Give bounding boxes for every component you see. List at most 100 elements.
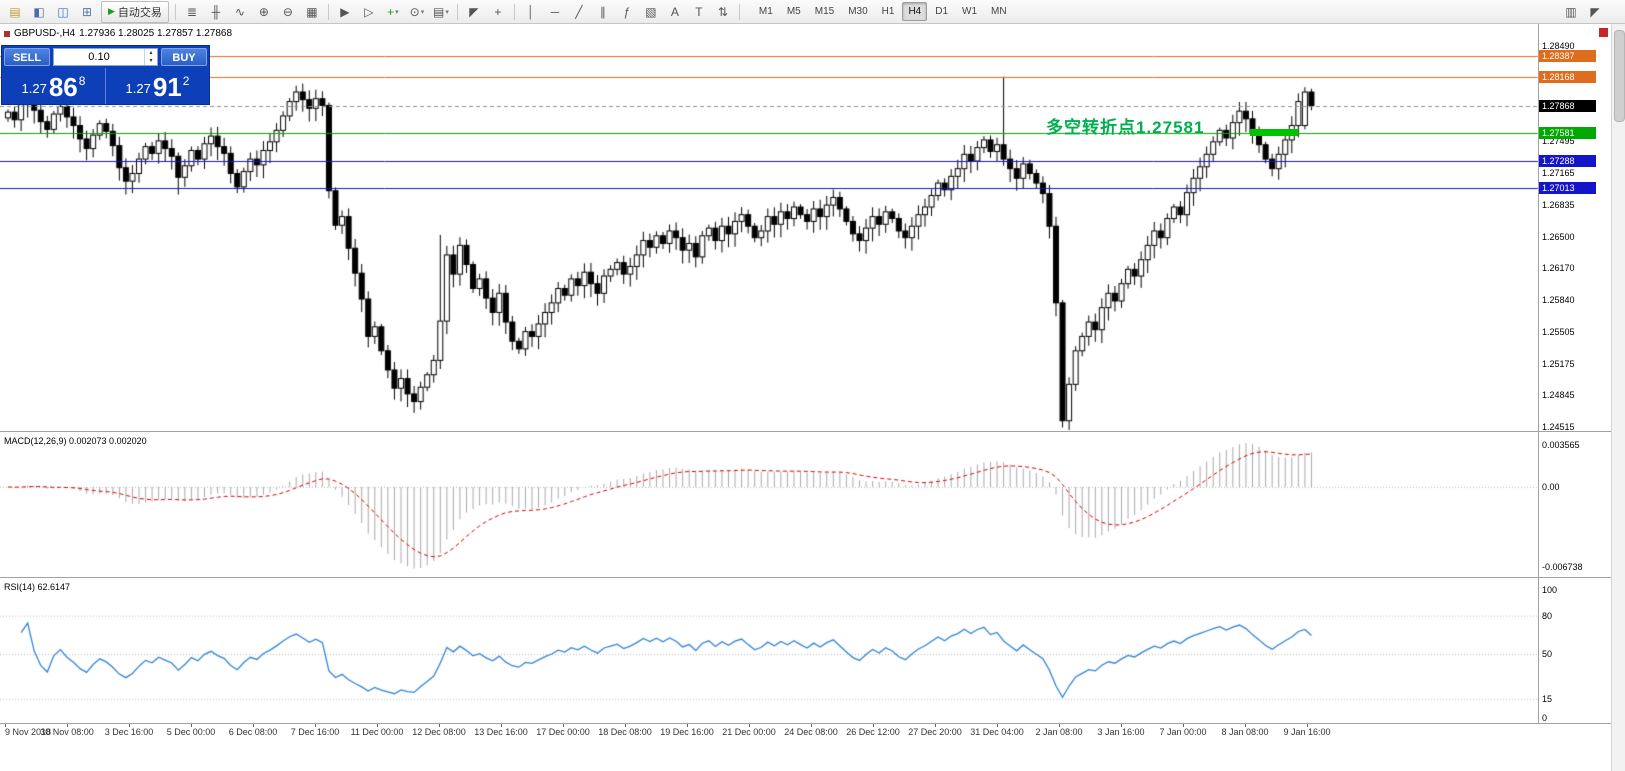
toolbar-separator [738, 3, 740, 20]
date-tick [997, 723, 998, 727]
auto-trading-button[interactable]: ▶ 自动交易 [101, 0, 169, 23]
timeframe-h4-button[interactable]: H4 [902, 2, 928, 21]
label-icon[interactable]: T [695, 4, 703, 19]
symbol-ohlc-label: GBPUSD-,H4 1.27936 1.28025 1.27857 1.278… [4, 28, 232, 39]
profiles-icon[interactable]: ◫ [57, 4, 69, 19]
new-chart-icon[interactable]: + ▾ [387, 4, 399, 19]
horizontal-line-icon[interactable]: ─ [550, 4, 560, 19]
chart-annotation-text[interactable]: 多空转折点1.27581 [1046, 118, 1205, 138]
date-tick [1245, 723, 1246, 727]
timeframe-switcher: M1 M5 M15 M30 H1 H4 D1 W1 MN [752, 2, 1014, 21]
date-label: 27 Dec 20:00 [908, 727, 962, 737]
shapes-icon[interactable]: ▧ [645, 4, 657, 19]
text-icon[interactable]: A [670, 4, 679, 19]
new-order-icon[interactable]: ▤ [9, 4, 21, 19]
timeframe-w1-button[interactable]: W1 [962, 6, 978, 17]
date-tick [687, 723, 688, 727]
date-label: 8 Jan 08:00 [1221, 727, 1269, 737]
channel-icon[interactable]: ∥ [599, 4, 606, 19]
play-icon: ▶ [108, 6, 115, 16]
date-label: 24 Dec 08:00 [784, 727, 838, 737]
chart-shift-icon[interactable]: ▷ [364, 4, 374, 19]
crosshair-icon[interactable]: + [494, 4, 502, 19]
price-tick-label: 1.25175 [1542, 358, 1575, 369]
tile-windows-icon[interactable]: ▦ [306, 4, 318, 19]
volume-input[interactable]: 0.10 ▴ ▾ [53, 48, 158, 66]
vertical-line-icon[interactable]: │ [527, 4, 535, 19]
rsi-tick-label: 100 [1542, 585, 1558, 595]
date-label: 7 Dec 16:00 [290, 727, 340, 737]
date-label: 7 Jan 00:00 [1159, 727, 1207, 737]
price-level-badge: 1.28387 [1539, 50, 1596, 62]
pointer-mode-icon[interactable]: ◤ [1590, 5, 1600, 19]
volume-down-button[interactable]: ▾ [149, 58, 153, 64]
date-label: 13 Dec 16:00 [474, 727, 528, 737]
date-label: 9 Nov 2018 [5, 727, 52, 737]
price-axis-border [1538, 24, 1539, 723]
timeframe-d1-button[interactable]: D1 [935, 6, 949, 17]
toolbar-separator [456, 3, 458, 20]
one-click-trading-panel: SELL 0.10 ▴ ▾ BUY 1.27 86 8 1.27 91 2 [1, 45, 210, 105]
symbol-ohlc-values: 1.27936 1.28025 1.27857 1.27868 [79, 28, 233, 39]
zoom-out-icon[interactable]: ⊖ [282, 4, 293, 19]
zoom-in-icon[interactable]: ⊕ [258, 4, 269, 19]
one-click-price-row: 1.27 86 8 1.27 91 2 [2, 68, 209, 104]
timeframe-m30-button[interactable]: M30 [848, 6, 868, 17]
templates-icon[interactable]: ▤ ▾ [432, 4, 449, 19]
dropdown-arrow-icon[interactable]: ▾ [420, 8, 425, 16]
data-window-icon[interactable]: ⊞ [81, 4, 93, 19]
highlight-rectangle[interactable] [1250, 129, 1298, 137]
vertical-scrollbar[interactable] [1611, 24, 1625, 771]
chart-window-icon[interactable]: ◧ [33, 4, 45, 19]
buy-price-button[interactable]: 1.27 91 2 [105, 68, 209, 104]
scrollbar-thumb[interactable] [1614, 30, 1625, 122]
date-tick [377, 723, 378, 727]
timeframe-m5-button[interactable]: M5 [786, 6, 801, 17]
price-tick-label: 1.26835 [1542, 199, 1575, 210]
macd-tick-label: 0.00 [1542, 482, 1560, 492]
date-tick [253, 723, 254, 727]
trendline-icon[interactable]: ╱ [575, 4, 583, 19]
period-selector-icon[interactable]: ⊙ ▾ [409, 4, 425, 19]
dropdown-arrow-icon[interactable]: ▾ [445, 8, 449, 16]
cursor-icon[interactable]: ◤ [469, 4, 479, 19]
date-label: 30 Nov 08:00 [40, 727, 94, 737]
date-label: 12 Dec 08:00 [412, 727, 466, 737]
panel-separator-rsi[interactable] [0, 577, 1611, 578]
timeframe-mn-button[interactable]: MN [991, 6, 1007, 17]
volume-up-button[interactable]: ▴ [149, 50, 153, 56]
time-axis-separator [0, 723, 1611, 724]
timeframe-m15-button[interactable]: M15 [814, 6, 835, 17]
toolbar-separator [327, 3, 329, 20]
sell-price-big: 86 [48, 72, 78, 102]
volume-spinner: ▴ ▾ [144, 49, 157, 65]
date-label: 3 Jan 16:00 [1097, 727, 1145, 737]
date-tick [749, 723, 750, 727]
timeframe-h1-button[interactable]: H1 [881, 6, 895, 17]
bar-chart-icon[interactable]: ≣ [186, 4, 197, 19]
auto-scroll-icon[interactable]: ▶ [340, 4, 350, 19]
date-tick [439, 723, 440, 727]
sell-price-button[interactable]: 1.27 86 8 [2, 68, 105, 104]
sell-button[interactable]: SELL [4, 48, 50, 66]
date-tick [191, 723, 192, 727]
panel-separator-macd[interactable] [0, 431, 1611, 432]
candlestick-chart-icon[interactable]: ╫ [211, 4, 221, 19]
chart-list-icon[interactable]: ▥ [1565, 5, 1577, 19]
dropdown-arrow-icon[interactable]: ▾ [395, 8, 399, 16]
date-tick [315, 723, 316, 727]
date-label: 9 Jan 16:00 [1283, 727, 1331, 737]
fibonacci-icon[interactable]: ƒ [623, 4, 631, 19]
line-chart-icon[interactable]: ∿ [234, 4, 245, 19]
date-label: 5 Dec 00:00 [166, 727, 216, 737]
buy-button[interactable]: BUY [161, 48, 207, 66]
rsi-indicator-label: RSI(14) 62.6147 [4, 582, 71, 592]
price-tick-label: 1.27165 [1542, 168, 1575, 178]
arrow-tools-icon[interactable]: ⇅ [717, 4, 728, 19]
volume-value[interactable]: 0.10 [88, 51, 110, 63]
buy-price-big: 91 [152, 72, 182, 102]
timeframe-m1-button[interactable]: M1 [758, 6, 773, 17]
buy-price-prefix: 1.27 [125, 81, 151, 96]
